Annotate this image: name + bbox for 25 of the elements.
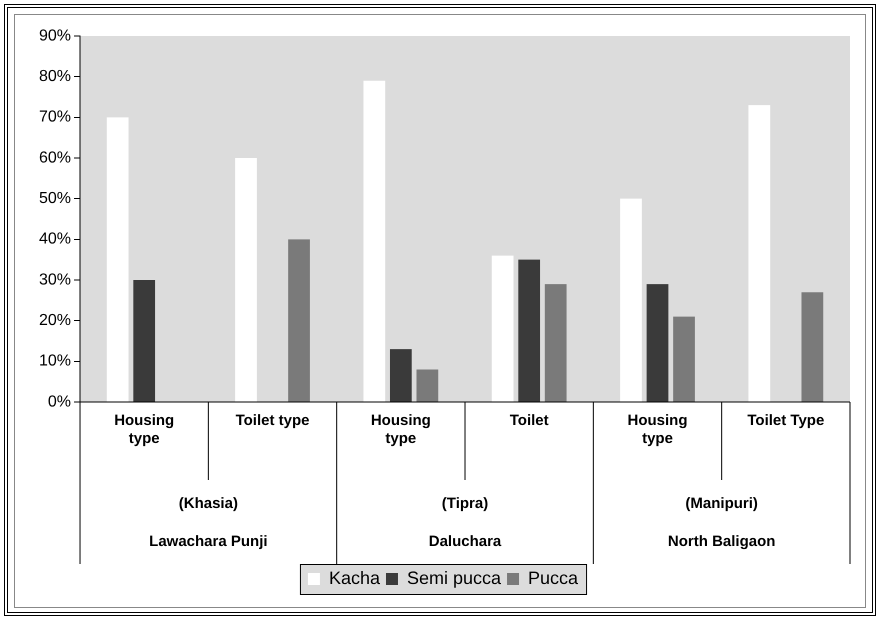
y-tick-label: 50%	[38, 190, 72, 208]
y-tick-label: 90%	[38, 27, 72, 44]
y-tick-label: 0%	[48, 393, 72, 410]
text: North Baligaon	[668, 533, 776, 550]
legend-label: Semi pucca	[406, 568, 502, 588]
text: Lawachara Punji	[149, 533, 268, 550]
legend-label: Kacha	[328, 568, 381, 588]
x-tick-label: Housing type	[114, 412, 174, 448]
x-tick-label: Toilet Type	[747, 412, 824, 430]
y-tick-label: 60%	[38, 149, 72, 166]
x-tick-label: Housing type	[628, 412, 688, 448]
legend-label: Pucca	[528, 568, 580, 588]
text: Daluchara	[428, 533, 502, 550]
x-tick-label: Toilet	[510, 412, 549, 430]
text: (Tipra)	[442, 495, 488, 512]
x-tick-label: Toilet type	[236, 412, 310, 430]
y-tick-label: 20%	[38, 312, 72, 330]
y-tick-label: 70%	[38, 108, 72, 126]
text: (Manipuri)	[685, 495, 758, 512]
text: (Khasia)	[178, 495, 238, 512]
y-tick-label: 10%	[38, 352, 72, 370]
y-tick-label: 80%	[38, 68, 72, 86]
y-tick-label: 30%	[38, 271, 72, 288]
x-tick-label: Housing type	[370, 412, 431, 448]
y-tick-label: 40%	[38, 230, 72, 248]
